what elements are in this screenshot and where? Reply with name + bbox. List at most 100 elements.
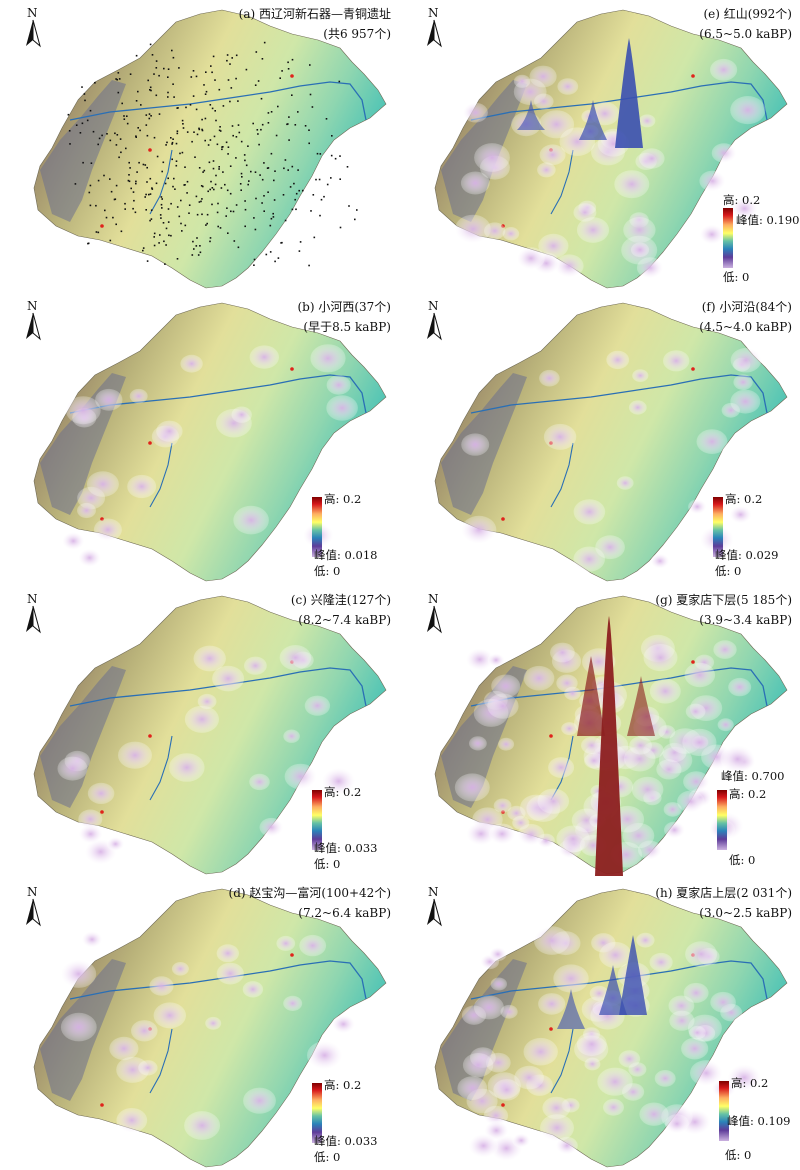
site-point (201, 213, 203, 216)
site-point (287, 61, 289, 64)
site-point (253, 217, 255, 219)
density-blob (614, 170, 650, 199)
density-blob (484, 222, 506, 240)
density-blob (628, 400, 647, 415)
density-legend: 峰值: 0.700 高: 0.2 低: 0 (717, 768, 798, 874)
density-blob (153, 1002, 186, 1029)
density-blob (537, 788, 570, 814)
site-point (104, 209, 106, 212)
site-point (287, 169, 289, 171)
site-point (235, 157, 237, 159)
site-point (273, 199, 276, 201)
river (69, 81, 367, 121)
site-point (218, 88, 221, 91)
site-point (257, 80, 260, 82)
density-blob (86, 471, 119, 497)
site-point (101, 134, 103, 137)
map-h (434, 888, 788, 1168)
site-point (354, 218, 356, 221)
site-point (227, 79, 230, 81)
density-blob (244, 656, 267, 675)
density-blob (65, 396, 101, 425)
site-point (118, 156, 120, 159)
site-point (331, 135, 333, 137)
site-point (68, 130, 71, 132)
density-blob (688, 1025, 706, 1040)
north-arrow: N (423, 592, 445, 634)
site-point (193, 248, 195, 250)
site-point (261, 123, 264, 126)
site-point (326, 183, 329, 186)
site-point (319, 214, 321, 217)
density-blob (538, 993, 566, 1015)
site-point (225, 215, 227, 217)
density-blob (539, 144, 566, 166)
site-point (129, 167, 131, 169)
site-point (172, 138, 174, 140)
site-point (172, 56, 175, 59)
site-point (291, 58, 294, 61)
site-point (201, 198, 203, 200)
site-point (254, 171, 257, 173)
site-point (184, 166, 186, 168)
site-point (330, 177, 332, 179)
town-marker (501, 1103, 505, 1107)
site-point (245, 68, 248, 71)
density-blob (663, 350, 690, 372)
site-point (235, 54, 238, 57)
density-peak (577, 656, 605, 736)
site-point (89, 184, 92, 187)
density-blob (540, 1114, 574, 1142)
density-peak (619, 935, 647, 1015)
site-point (244, 225, 246, 228)
site-point (166, 141, 168, 144)
site-point (167, 91, 169, 94)
site-point (188, 204, 191, 206)
density-blob (118, 741, 152, 769)
site-point (216, 143, 219, 146)
density-blob (514, 1065, 544, 1090)
site-point (263, 210, 265, 212)
river (470, 960, 768, 1000)
site-point (95, 231, 98, 233)
town-marker (691, 74, 695, 78)
density-blob (664, 821, 685, 839)
site-point (287, 123, 289, 125)
site-point (105, 216, 108, 219)
site-point (245, 164, 248, 167)
site-point (256, 129, 259, 131)
site-point (110, 190, 113, 193)
site-point (144, 196, 146, 198)
site-point (196, 133, 199, 136)
site-point (334, 157, 337, 160)
map-d (33, 888, 387, 1168)
density-blob (180, 354, 203, 373)
site-point (115, 78, 117, 80)
site-point (291, 94, 293, 96)
town-marker (290, 74, 294, 78)
density-blob (710, 991, 736, 1013)
site-point (181, 230, 183, 232)
panel-title: (h) 夏家店上层(2 031个) (3.0~2.5 kaBP) (655, 886, 792, 920)
site-point (195, 245, 198, 247)
site-point (97, 179, 100, 182)
density-blob (299, 934, 327, 957)
site-point (277, 257, 280, 259)
site-point (224, 183, 226, 186)
site-point (205, 90, 208, 93)
site-point (167, 68, 170, 70)
site-point (267, 191, 269, 193)
density-blob (733, 374, 753, 390)
site-point (216, 211, 219, 214)
site-point (192, 240, 194, 243)
site-point (109, 178, 111, 180)
site-point (198, 128, 201, 131)
site-point (210, 180, 212, 183)
site-point (183, 184, 185, 186)
site-point (117, 72, 120, 74)
density-blob (473, 995, 504, 1020)
site-point (159, 234, 161, 236)
site-point (171, 143, 173, 145)
site-point (83, 93, 86, 95)
